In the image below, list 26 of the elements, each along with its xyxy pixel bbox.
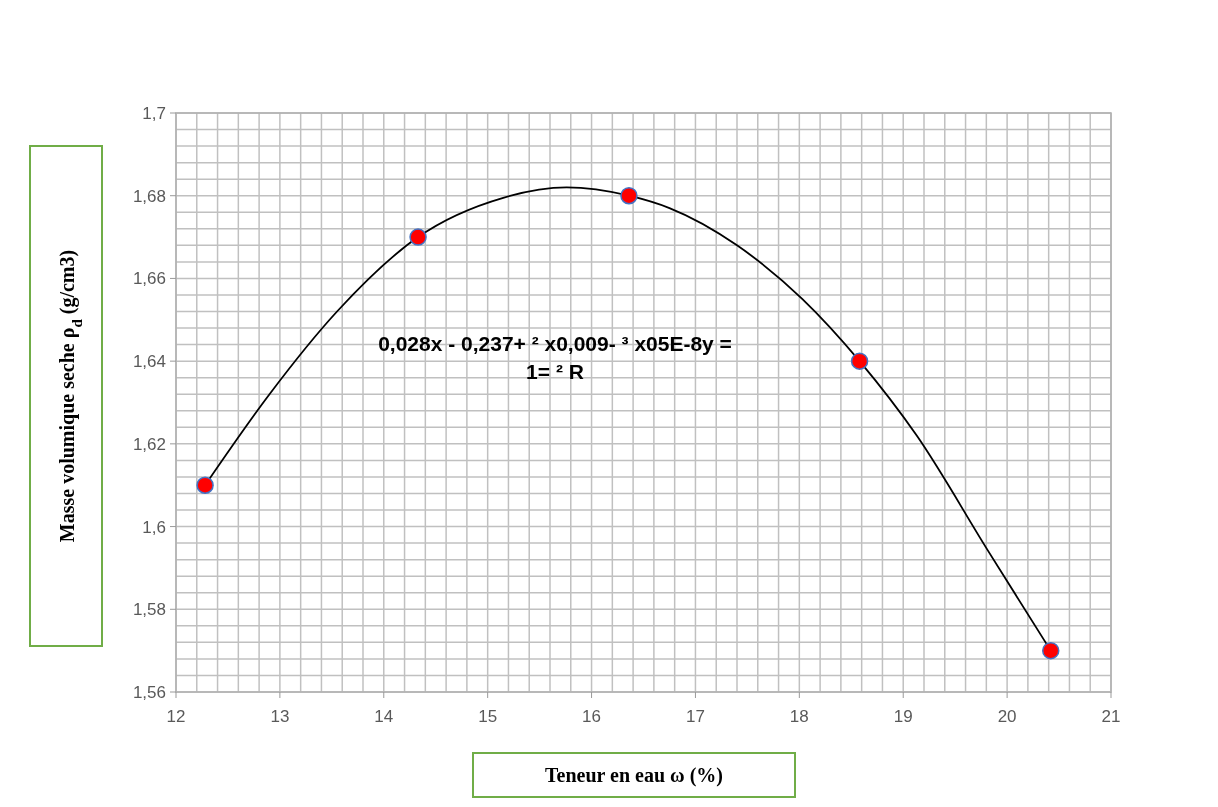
x-tick-label: 20	[997, 707, 1017, 726]
y-tick-label: 1,66	[132, 269, 166, 289]
x-tick-label: 14	[374, 707, 394, 726]
x-tick-label: 19	[893, 707, 913, 726]
y-tick-label: 1,64	[132, 352, 166, 372]
y-tick-label: 1,6	[142, 517, 166, 537]
x-tick-label: 21	[1101, 707, 1121, 726]
point	[196, 476, 214, 494]
x-tick-label: 18	[789, 707, 809, 726]
x-tick-label: 16	[582, 707, 602, 726]
point	[850, 352, 869, 370]
x-tick-label: 15	[478, 707, 498, 726]
point	[1041, 641, 1060, 660]
y-tick-label: 1,56	[132, 683, 166, 702]
annotation: 0,028x - 0,237+ ² x0,009- ³ x05E-8y =	[378, 332, 732, 355]
x-tick-label: 12	[166, 707, 186, 726]
point	[409, 228, 427, 246]
point	[620, 186, 638, 205]
y-tick-label: 1,68	[132, 186, 166, 206]
y-tick-label: 1,7	[142, 104, 166, 123]
x-tick-label: 17	[685, 707, 705, 726]
x-tick-label: 13	[270, 707, 290, 726]
x-axis-title: Teneur en eau ω (%)	[545, 764, 723, 787]
annotation: 1= ² R	[526, 360, 584, 383]
y-tick-label: 1,58	[132, 600, 166, 620]
y-tick-label: 1,62	[132, 434, 166, 454]
